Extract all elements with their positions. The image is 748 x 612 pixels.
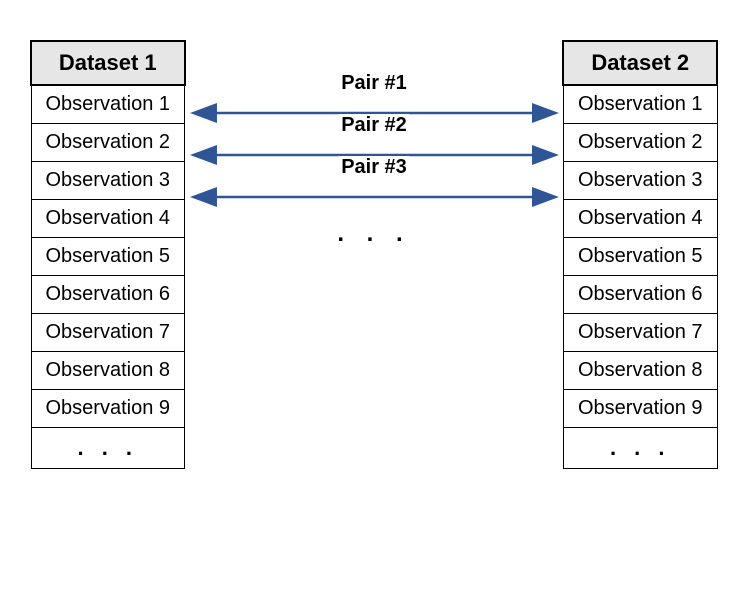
table-row: Observation 1: [563, 85, 717, 124]
table-row: Observation 4: [31, 200, 185, 238]
pair-1-label: Pair #1: [339, 72, 409, 95]
table-row: Observation 8: [31, 352, 185, 390]
pairs-ellipsis: . . .: [186, 220, 563, 248]
table-row: Observation 9: [563, 390, 717, 428]
table-row: Observation 2: [563, 124, 717, 162]
diagram-container: Dataset 1 Observation 1 Observation 2 Ob…: [0, 0, 748, 600]
table-row: Observation 2: [31, 124, 185, 162]
table-row: Observation 6: [563, 276, 717, 314]
table-row: Observation 6: [31, 276, 185, 314]
table-row: Observation 9: [31, 390, 185, 428]
table-row: Observation 4: [563, 200, 717, 238]
table-row: Observation 1: [31, 85, 185, 124]
table-row: Observation 8: [563, 352, 717, 390]
dataset-1-ellipsis: . . .: [31, 428, 185, 469]
dataset-2-table: Dataset 2 Observation 1 Observation 2 Ob…: [562, 40, 718, 469]
dataset-2-header: Dataset 2: [563, 41, 717, 85]
table-row: Observation 5: [563, 238, 717, 276]
pair-2-label: Pair #2: [339, 114, 409, 137]
table-row: Observation 5: [31, 238, 185, 276]
table-row: Observation 7: [563, 314, 717, 352]
double-arrow-icon: [186, 182, 563, 212]
dataset-1-body: Observation 1 Observation 2 Observation …: [31, 85, 185, 469]
table-row: Observation 3: [31, 162, 185, 200]
dataset-2-ellipsis: . . .: [563, 428, 717, 469]
table-row: Observation 7: [31, 314, 185, 352]
table-row: Observation 3: [563, 162, 717, 200]
dataset-1-table: Dataset 1 Observation 1 Observation 2 Ob…: [30, 40, 186, 469]
dataset-1-header: Dataset 1: [31, 41, 185, 85]
pair-row-3: Pair #3: [186, 182, 563, 212]
pair-3-label: Pair #3: [339, 156, 409, 179]
pair-connector-region: Pair #1 Pair #2 Pair #3: [186, 40, 563, 560]
dataset-2-body: Observation 1 Observation 2 Observation …: [563, 85, 717, 469]
